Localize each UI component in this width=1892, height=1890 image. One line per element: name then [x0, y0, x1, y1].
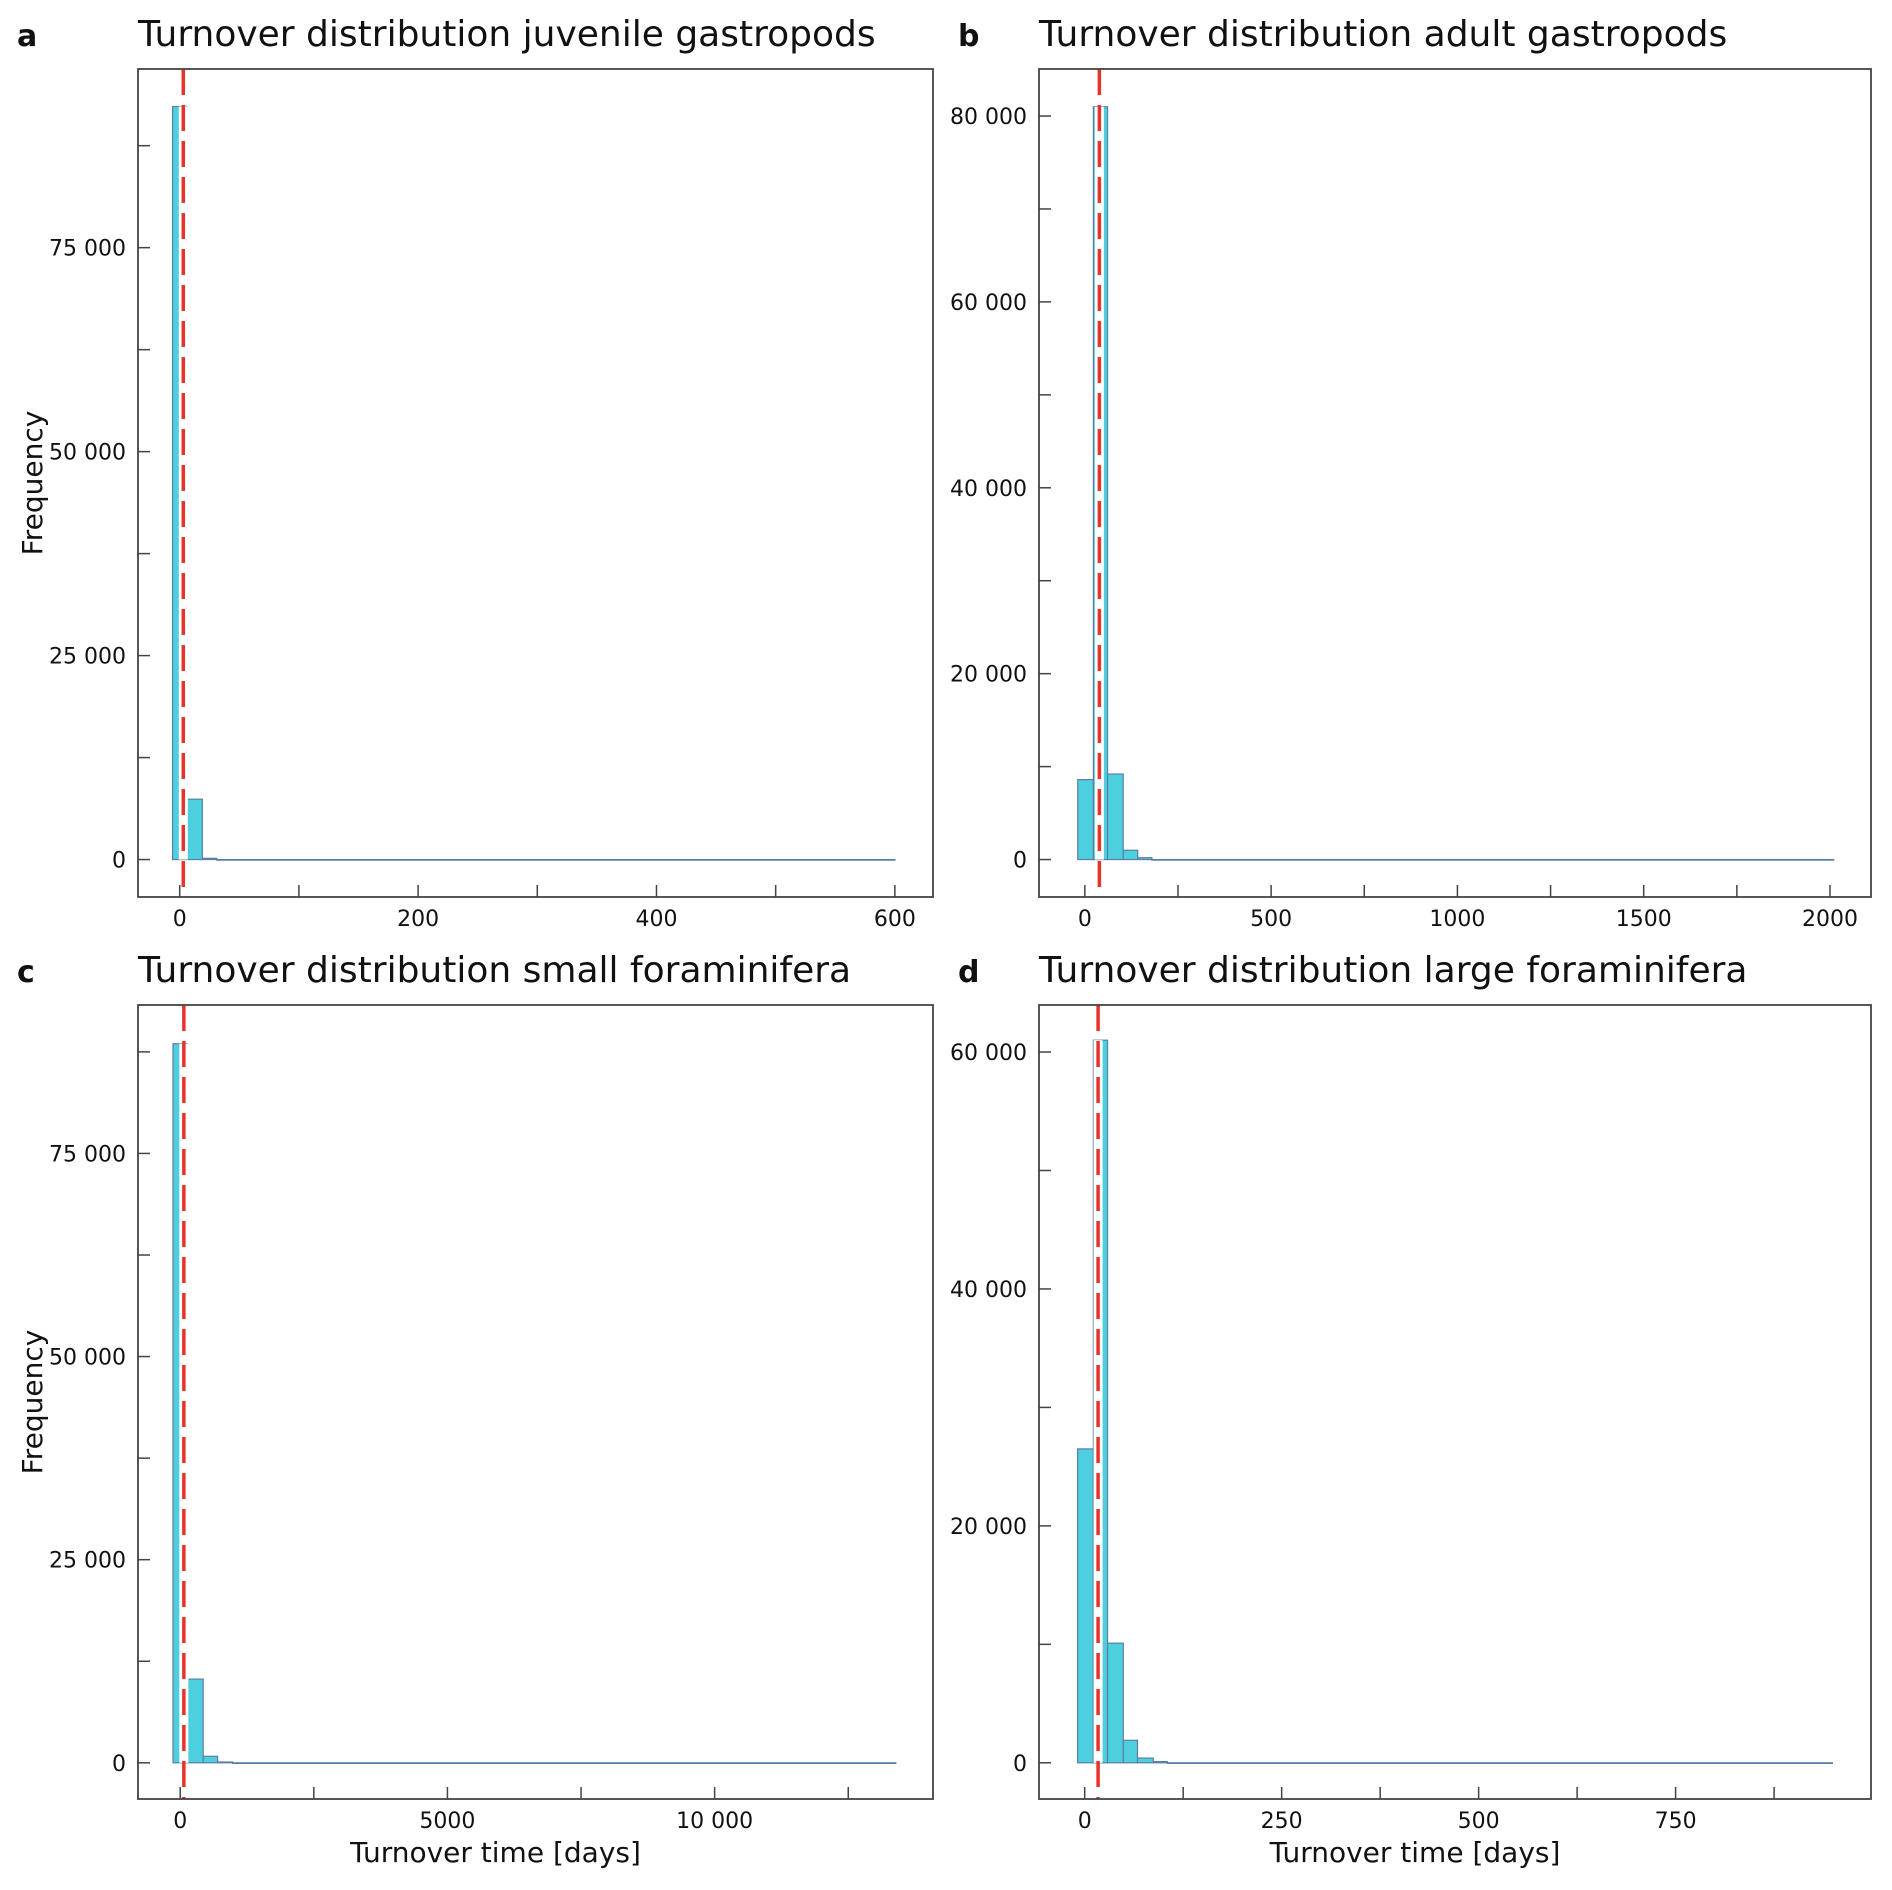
- panel-c: c Turnover distribution small foraminifer…: [16, 950, 934, 1869]
- histogram-bar: [1151, 858, 1835, 861]
- x-tick-label: 750: [1655, 1809, 1697, 1834]
- chart-title: Turnover distribution small foraminifera: [137, 950, 851, 991]
- histogram-bar: [231, 1762, 897, 1765]
- panel-label: c: [17, 955, 35, 990]
- y-tick-label: 40 000: [950, 477, 1027, 502]
- histogram-bar: [1077, 779, 1094, 861]
- panel-label: b: [958, 19, 979, 54]
- x-tick-label: 250: [1261, 1809, 1303, 1834]
- x-tick-label: 10 000: [676, 1809, 753, 1834]
- histogram-bar: [1106, 773, 1124, 861]
- histogram-bar: [1122, 1739, 1139, 1764]
- y-tick-label: 75 000: [49, 237, 126, 262]
- y-tick-label: 0: [1013, 1752, 1027, 1777]
- plot-frame: [137, 68, 934, 898]
- y-tick-label: 60 000: [950, 291, 1027, 316]
- y-tick-label: 25 000: [49, 645, 126, 670]
- y-tick-label: 50 000: [49, 441, 126, 466]
- histogram-bar: [186, 798, 203, 861]
- panel-label: d: [958, 955, 979, 990]
- x-tick-label: 2000: [1802, 907, 1858, 932]
- x-axis-title: Turnover time [days]: [1269, 1836, 1561, 1869]
- y-tick-label: 50 000: [49, 1346, 126, 1371]
- y-tick-label: 25 000: [49, 1549, 126, 1574]
- x-tick-label: 0: [173, 1809, 187, 1834]
- x-tick-label: 5000: [419, 1809, 475, 1834]
- y-tick-label: 80 000: [950, 105, 1027, 130]
- histogram-bar: [1137, 857, 1153, 861]
- histogram-bar: [216, 858, 896, 861]
- histogram-bar: [1077, 1448, 1094, 1764]
- x-tick-label: 0: [173, 907, 187, 932]
- panel-a: a Turnover distribution juvenile gastropo…: [16, 14, 934, 932]
- x-tick-label: 600: [874, 907, 916, 932]
- histogram-bar: [202, 1755, 219, 1764]
- y-axis-title: Frequency: [16, 411, 49, 556]
- x-tick-label: 0: [1078, 907, 1092, 932]
- histogram-bar: [1136, 1757, 1154, 1764]
- y-tick-label: 0: [1013, 849, 1027, 874]
- y-tick-label: 60 000: [950, 1041, 1027, 1066]
- panel-b: b Turnover distribution adult gastropods 0…: [950, 14, 1872, 932]
- x-tick-label: 500: [1250, 907, 1292, 932]
- panel-label: a: [17, 19, 37, 54]
- plot-frame: [1038, 68, 1872, 898]
- x-tick-label: 1000: [1429, 907, 1485, 932]
- histogram-bar: [1152, 1761, 1169, 1764]
- y-tick-label: 20 000: [950, 663, 1027, 688]
- plot-frame: [1038, 1004, 1872, 1800]
- x-tick-label: 1500: [1616, 907, 1672, 932]
- x-tick-label: 200: [397, 907, 439, 932]
- histogram-bar: [186, 1678, 204, 1764]
- histogram-bar: [1106, 1642, 1124, 1764]
- x-tick-label: 0: [1078, 1809, 1092, 1834]
- y-tick-label: 40 000: [950, 1278, 1027, 1303]
- y-tick-label: 0: [112, 849, 126, 874]
- panel-d: d Turnover distribution large foraminifer…: [950, 950, 1872, 1869]
- histogram-bar: [1122, 849, 1139, 861]
- x-tick-label: 400: [635, 907, 677, 932]
- chart-title: Turnover distribution adult gastropods: [1038, 14, 1727, 55]
- y-tick-label: 20 000: [950, 1515, 1027, 1540]
- x-tick-label: 500: [1458, 1809, 1500, 1834]
- y-tick-label: 0: [112, 1752, 126, 1777]
- chart-title: Turnover distribution juvenile gastropod…: [137, 14, 876, 55]
- y-tick-label: 75 000: [49, 1142, 126, 1167]
- histogram-bar: [201, 857, 218, 861]
- y-axis-title: Frequency: [16, 1330, 49, 1475]
- histogram-bar: [1166, 1762, 1833, 1764]
- chart-title: Turnover distribution large foraminifera: [1038, 950, 1747, 991]
- histogram-bar: [217, 1761, 234, 1764]
- plot-frame: [137, 1004, 934, 1800]
- x-axis-title: Turnover time [days]: [349, 1836, 641, 1869]
